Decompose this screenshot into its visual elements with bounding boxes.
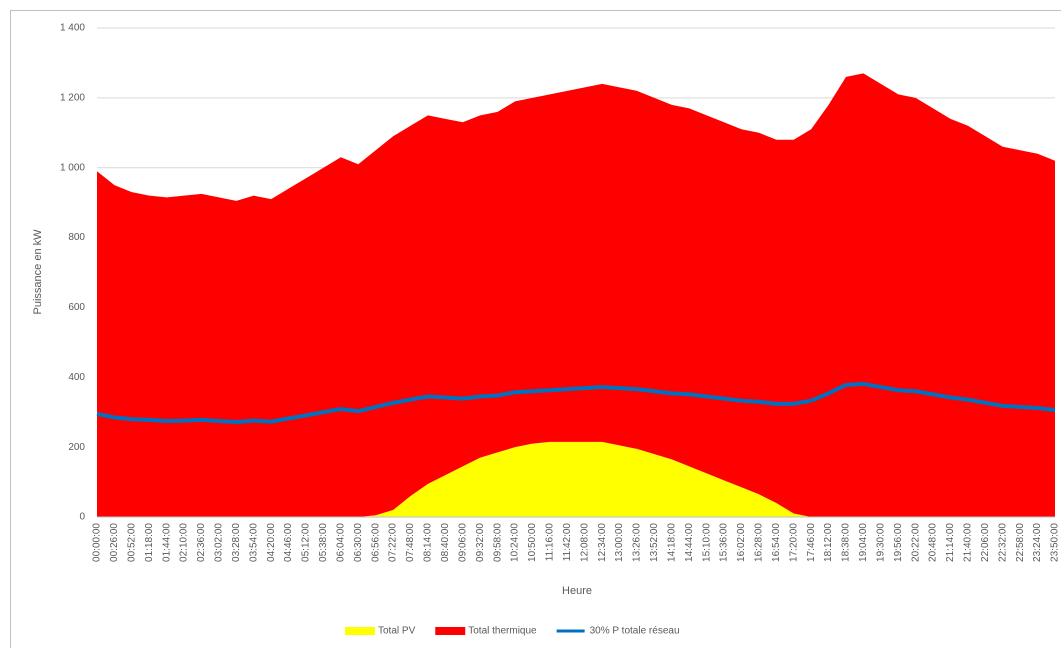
- x-tick-label: 10:24:00: [510, 523, 521, 562]
- x-tick-label: 09:58:00: [492, 523, 503, 562]
- x-tick-label: 03:02:00: [214, 523, 225, 562]
- legend-label: Total PV: [378, 626, 416, 637]
- x-tick-label: 02:10:00: [179, 523, 190, 562]
- x-tick-label: 05:38:00: [318, 523, 329, 562]
- x-tick-label: 16:02:00: [736, 523, 747, 562]
- x-tick-label: 15:36:00: [719, 523, 730, 562]
- x-tick-label: 20:48:00: [928, 523, 939, 562]
- x-tick-label: 19:56:00: [893, 523, 904, 562]
- x-tick-label: 21:14:00: [945, 523, 956, 562]
- x-tick-label: 02:36:00: [196, 523, 207, 562]
- x-tick-label: 12:08:00: [579, 523, 590, 562]
- x-tick-label: 01:18:00: [144, 523, 155, 562]
- x-tick-label: 21:40:00: [963, 523, 974, 562]
- x-tick-label: 18:12:00: [823, 523, 834, 562]
- x-tick-label: 08:40:00: [440, 523, 451, 562]
- y-tick-label: 200: [68, 442, 85, 453]
- x-tick-label: 06:04:00: [335, 523, 346, 562]
- x-tick-label: 08:14:00: [423, 523, 434, 562]
- x-tick-label: 17:20:00: [788, 523, 799, 562]
- x-tick-label: 23:50:00: [1050, 523, 1061, 562]
- x-tick-label: 13:52:00: [649, 523, 660, 562]
- y-tick-label: 0: [79, 512, 85, 523]
- x-tick-label: 14:44:00: [684, 523, 695, 562]
- legend-swatch: [345, 627, 375, 635]
- x-tick-label: 15:10:00: [701, 523, 712, 562]
- x-tick-label: 14:18:00: [666, 523, 677, 562]
- x-tick-label: 09:32:00: [475, 523, 486, 562]
- x-tick-label: 13:26:00: [632, 523, 643, 562]
- x-tick-label: 22:06:00: [980, 523, 991, 562]
- x-tick-label: 11:42:00: [562, 523, 573, 562]
- x-tick-label: 04:20:00: [266, 523, 277, 562]
- x-tick-label: 16:54:00: [771, 523, 782, 562]
- y-tick-label: 600: [68, 302, 85, 313]
- x-tick-label: 10:50:00: [527, 523, 538, 562]
- area: [97, 441, 1055, 517]
- y-tick-label: 800: [68, 232, 85, 243]
- x-tick-label: 12:34:00: [597, 523, 608, 562]
- x-tick-label: 19:30:00: [875, 523, 886, 562]
- x-tick-label: 20:22:00: [910, 523, 921, 562]
- x-tick-label: 11:16:00: [545, 523, 556, 562]
- x-tick-label: 22:32:00: [997, 523, 1008, 562]
- x-tick-label: 16:28:00: [754, 523, 765, 562]
- x-tick-label: 13:00:00: [614, 523, 625, 562]
- area: [97, 73, 1055, 518]
- x-tick-label: 00:52:00: [126, 523, 137, 562]
- legend-label: Total thermique: [468, 626, 537, 637]
- legend-swatch: [435, 627, 466, 635]
- y-tick-label: 1 000: [60, 162, 85, 173]
- x-axis-label: Heure: [562, 585, 592, 597]
- x-tick-label: 03:54:00: [248, 523, 259, 562]
- y-tick-label: 1 200: [60, 92, 85, 103]
- x-tick-label: 17:46:00: [806, 523, 817, 562]
- y-tick-label: 1 400: [60, 23, 85, 34]
- x-tick-label: 03:28:00: [231, 523, 242, 562]
- x-tick-label: 23:24:00: [1032, 523, 1043, 562]
- x-tick-label: 07:22:00: [388, 523, 399, 562]
- x-tick-label: 06:30:00: [353, 523, 364, 562]
- x-tick-label: 06:56:00: [370, 523, 381, 562]
- legend-label: 30% P totale réseau: [590, 626, 680, 637]
- y-axis-label: Puissance en kW: [32, 229, 44, 315]
- x-tick-label: 00:26:00: [109, 523, 120, 562]
- y-tick-label: 400: [68, 372, 85, 383]
- x-tick-label: 05:12:00: [301, 523, 312, 562]
- x-tick-label: 01:44:00: [161, 523, 172, 562]
- x-tick-label: 07:48:00: [405, 523, 416, 562]
- line: [96, 381, 1056, 424]
- x-tick-label: 22:58:00: [1015, 523, 1026, 562]
- x-tick-label: 04:46:00: [283, 523, 294, 562]
- x-tick-label: 00:00:00: [92, 523, 103, 562]
- x-tick-label: 09:06:00: [457, 523, 468, 562]
- x-tick-label: 18:38:00: [841, 523, 852, 562]
- x-tick-label: 19:04:00: [858, 523, 869, 562]
